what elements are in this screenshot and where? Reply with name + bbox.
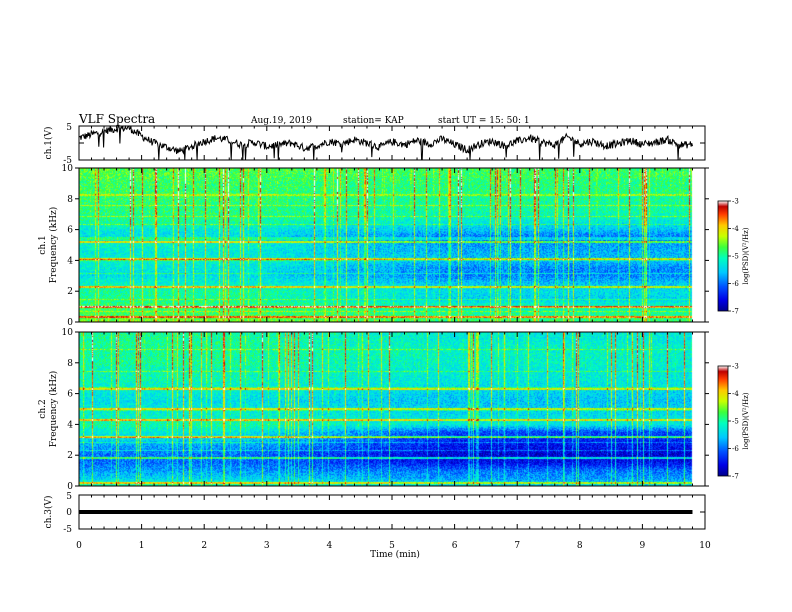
ch1-colorbar-tick-label: -3 — [732, 198, 739, 206]
ch3-waveform-panel: 0 5 -5 ch.3(V) — [43, 492, 706, 535]
ch3-ytick-bottom: -5 — [63, 525, 72, 535]
figure-title: VLF Spectra — [78, 112, 155, 126]
ch2-colorbar-tick-label: -7 — [732, 473, 739, 481]
time-xtick-label: 8 — [577, 541, 583, 551]
ch2-spectrogram-ytick-label: 0 — [67, 482, 73, 492]
time-xtick-label: 2 — [201, 541, 207, 551]
ch1-spectrogram-ytick-label: 2 — [67, 287, 73, 297]
time-xtick-label: 9 — [640, 541, 646, 551]
ch1-ytick-bottom: -5 — [63, 156, 72, 166]
ch1-waveform-ylabel: ch.1(V) — [43, 127, 54, 160]
ch2-colorbar-bar — [717, 365, 729, 477]
ch1-colorbar-bar — [717, 200, 729, 312]
ch1-waveform-panel: 5 -5 ch.1(V) — [43, 123, 706, 166]
ch1-spectrogram-ylabel: Frequency (kHz) — [48, 207, 59, 284]
ch2-colorbar-tick-label: -5 — [732, 418, 739, 426]
ch1-spectrogram-ytick-label: 0 — [67, 318, 73, 328]
ch1-spectrogram-ytick-label: 10 — [62, 164, 74, 174]
ch1-spectrogram-channel-label: ch.1 — [38, 235, 48, 254]
time-xtick-label: 6 — [452, 541, 458, 551]
station-label: station= KAP — [343, 116, 404, 126]
ch1-spectrogram-ticks: 0 2 4 6 8 10 — [62, 164, 709, 328]
ch1-spectrogram-ytick-label: 4 — [67, 256, 73, 266]
ch1-spectrogram-panel: 0 2 4 6 8 10 ch.1 Frequency (kHz) — [38, 164, 709, 328]
ch2-spectrogram-ytick-label: 4 — [67, 420, 73, 430]
time-axis-label: Time (min) — [370, 549, 420, 560]
ch2-spectrogram-channel-label: ch.2 — [38, 399, 48, 418]
time-xtick-label: 0 — [76, 541, 82, 551]
ch1-spectrogram-ytick-label: 6 — [67, 226, 73, 236]
ch2-spectrogram-ytick-label: 2 — [67, 451, 73, 461]
ch2-spectrogram-ylabel: Frequency (kHz) — [48, 371, 59, 448]
time-xtick-label: 3 — [264, 541, 270, 551]
time-xtick-label: 1 — [139, 541, 145, 551]
ch1-colorbar-tick-label: -6 — [732, 280, 739, 288]
ch2-colorbar: -3 -4 -5 -6 -7 log(PSD)(V²/Hz) — [717, 363, 750, 481]
ch1-waveform-line — [79, 125, 693, 161]
ch1-spectrogram-image — [79, 168, 705, 322]
ch2-colorbar-label: log(PSD)(V²/Hz) — [742, 392, 750, 449]
ch2-spectrogram-panel: 0 2 4 6 8 10 ch.2 Frequency (kHz) — [38, 328, 709, 492]
ch2-spectrogram-ytick-label: 10 — [62, 328, 74, 338]
time-xtick-label: 5 — [389, 541, 395, 551]
ch1-waveform-ticks — [78, 126, 706, 160]
ch2-spectrogram-ytick-label: 8 — [67, 359, 73, 369]
ch3-waveform-ylabel: ch.3(V) — [43, 496, 54, 529]
ch1-colorbar-tick-label: -7 — [732, 308, 739, 316]
ch1-ytick-top: 5 — [66, 123, 72, 133]
ch1-colorbar-tick-label: -4 — [732, 225, 739, 233]
ch1-colorbar-tick-label: -5 — [732, 253, 739, 261]
ch2-colorbar-tick-label: -3 — [732, 363, 739, 371]
ch3-waveform-ticks: 0 — [66, 494, 706, 530]
ch2-spectrogram-ticks: 0 2 4 6 8 10 — [62, 328, 709, 492]
time-xtick-label: 10 — [699, 541, 711, 551]
ch1-colorbar: -3 -4 -5 -6 -7 log(PSD)(V²/Hz) — [717, 198, 750, 316]
time-xtick-label: 7 — [514, 541, 520, 551]
time-xtick-label: 4 — [327, 541, 333, 551]
ch2-colorbar-tick-label: -6 — [732, 445, 739, 453]
ch3-ytick-top: 5 — [66, 492, 72, 502]
date-label: Aug.19, 2019 — [250, 116, 312, 126]
ch1-waveform-series — [79, 125, 693, 161]
ch2-spectrogram-image — [79, 332, 705, 486]
ch2-colorbar-tick-label: -4 — [732, 390, 739, 398]
start-time-label: start UT = 15: 50: 1 — [438, 116, 530, 126]
ch2-spectrogram-ytick-label: 6 — [67, 390, 73, 400]
ch1-colorbar-label: log(PSD)(V²/Hz) — [742, 227, 750, 284]
ch3-ytick-zero-label: 0 — [66, 508, 72, 518]
ch1-spectrogram-ytick-label: 8 — [67, 195, 73, 205]
time-axis-tick-labels: 0 1 2 3 4 5 6 7 8 9 10 — [76, 541, 711, 551]
